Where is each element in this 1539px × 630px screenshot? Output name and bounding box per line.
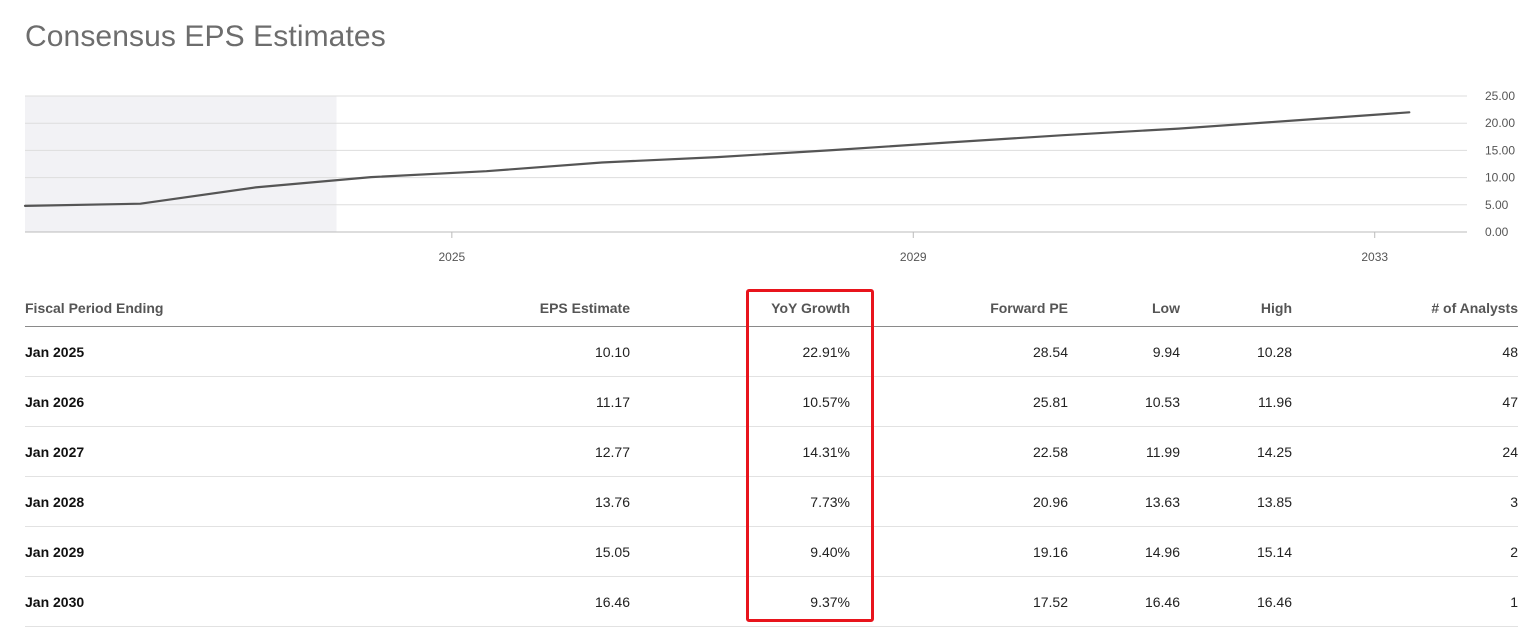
cell-high: 10.28 — [1180, 326, 1292, 377]
x-tick-label: 2025 — [438, 250, 465, 264]
page-title: Consensus EPS Estimates — [25, 20, 386, 53]
table-header-row: Fiscal Period Ending EPS Estimate YoY Grow… — [25, 290, 1518, 327]
chart-canvas: 0.00 5.00 10.00 15.00 20.00 25.00 2025 2029 2033 — [23, 89, 1515, 264]
cell-forward-pe: 19.16 — [850, 526, 1068, 577]
cell-high: 13.85 — [1180, 476, 1292, 527]
cell-yoy-growth: 9.37% — [630, 576, 850, 627]
cell-fiscal-period: Jan 2027 — [25, 426, 325, 477]
cell-analysts: 48 — [1292, 326, 1518, 377]
cell-yoy-growth: 7.73% — [630, 476, 850, 527]
cell-forward-pe: 22.58 — [850, 426, 1068, 477]
cell-forward-pe: 20.96 — [850, 476, 1068, 527]
table-row: Jan 2029 15.05 9.40% 19.16 14.96 15.14 2 — [25, 526, 1518, 577]
cell-yoy-growth: 9.40% — [630, 526, 850, 577]
header-forward-pe: Forward PE — [850, 290, 1068, 327]
estimates-table: Fiscal Period Ending EPS Estimate YoY Grow… — [25, 290, 1518, 627]
header-analysts: # of Analysts — [1292, 290, 1518, 327]
table-row: Jan 2027 12.77 14.31% 22.58 11.99 14.25 24 — [25, 426, 1518, 477]
cell-forward-pe: 28.54 — [850, 326, 1068, 377]
cell-analysts: 2 — [1292, 526, 1518, 577]
cell-high: 15.14 — [1180, 526, 1292, 577]
cell-yoy-growth: 10.57% — [630, 376, 850, 427]
cell-low: 10.53 — [1068, 376, 1180, 427]
cell-analysts: 24 — [1292, 426, 1518, 477]
eps-series-line — [23, 111, 1411, 208]
eps-line-chart: 0.00 5.00 10.00 15.00 20.00 25.00 2025 2029 2033 — [0, 82, 1539, 287]
cell-fiscal-period: Jan 2025 — [25, 326, 325, 377]
cell-eps-estimate: 10.10 — [325, 326, 630, 377]
table-row: Jan 2025 10.10 22.91% 28.54 9.94 10.28 48 — [25, 326, 1518, 377]
cell-fiscal-period: Jan 2029 — [25, 526, 325, 577]
table-body: Jan 2025 10.10 22.91% 28.54 9.94 10.28 48 Jan 2… — [25, 326, 1518, 627]
cell-low: 13.63 — [1068, 476, 1180, 527]
cell-analysts: 1 — [1292, 576, 1518, 627]
cell-eps-estimate: 16.46 — [325, 576, 630, 627]
actuals-shaded-region — [25, 96, 337, 232]
x-tick-label: 2033 — [1361, 250, 1388, 264]
cell-analysts: 3 — [1292, 476, 1518, 527]
cell-yoy-growth: 14.31% — [630, 426, 850, 477]
cell-low: 9.94 — [1068, 326, 1180, 377]
cell-fiscal-period: Jan 2030 — [25, 576, 325, 627]
cell-fiscal-period: Jan 2028 — [25, 476, 325, 527]
cell-low: 14.96 — [1068, 526, 1180, 577]
table-row: Jan 2028 13.76 7.73% 20.96 13.63 13.85 3 — [25, 476, 1518, 527]
cell-eps-estimate: 15.05 — [325, 526, 630, 577]
table-row: Jan 2030 16.46 9.37% 17.52 16.46 16.46 1 — [25, 576, 1518, 627]
cell-high: 16.46 — [1180, 576, 1292, 627]
table-row: Jan 2026 11.17 10.57% 25.81 10.53 11.96 47 — [25, 376, 1518, 427]
cell-eps-estimate: 13.76 — [325, 476, 630, 527]
cell-high: 14.25 — [1180, 426, 1292, 477]
cell-forward-pe: 17.52 — [850, 576, 1068, 627]
x-tick-label: 2029 — [900, 250, 927, 264]
cell-high: 11.96 — [1180, 376, 1292, 427]
cell-eps-estimate: 12.77 — [325, 426, 630, 477]
cell-forward-pe: 25.81 — [850, 376, 1068, 427]
header-high: High — [1180, 290, 1292, 327]
y-tick-label: 20.00 — [1485, 116, 1515, 130]
y-tick-label: 5.00 — [1485, 198, 1509, 212]
cell-yoy-growth: 22.91% — [630, 326, 850, 377]
header-fiscal-period: Fiscal Period Ending — [25, 290, 325, 327]
cell-fiscal-period: Jan 2026 — [25, 376, 325, 427]
y-tick-label: 15.00 — [1485, 143, 1515, 157]
header-low: Low — [1068, 290, 1180, 327]
cell-low: 11.99 — [1068, 426, 1180, 477]
cell-low: 16.46 — [1068, 576, 1180, 627]
y-tick-label: 25.00 — [1485, 89, 1515, 103]
cell-eps-estimate: 11.17 — [325, 376, 630, 427]
header-yoy-growth: YoY Growth — [630, 290, 850, 327]
y-tick-label: 10.00 — [1485, 171, 1515, 185]
header-eps-estimate: EPS Estimate — [325, 290, 630, 327]
cell-analysts: 47 — [1292, 376, 1518, 427]
y-tick-label: 0.00 — [1485, 225, 1509, 239]
